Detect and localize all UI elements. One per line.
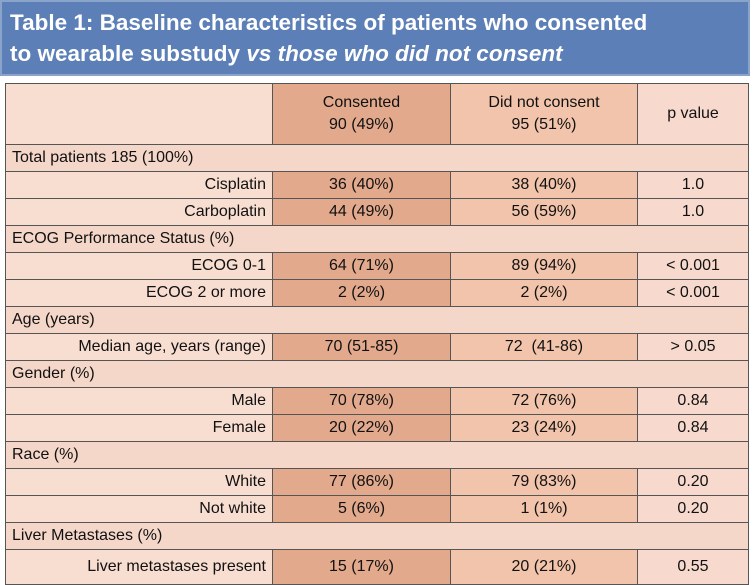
cell: < 0.001	[637, 279, 749, 307]
row-label: ECOG 2 or more	[5, 279, 273, 307]
data-row: ECOG 0-1 64 (71%) 89 (94%) < 0.001	[5, 252, 749, 280]
cell: 0.55	[637, 549, 749, 585]
header-count: 95 (51%)	[511, 116, 577, 133]
header-label: p value	[667, 105, 719, 122]
data-row: Cisplatin 36 (40%) 38 (40%) 1.0	[5, 171, 749, 199]
cell: 5 (6%)	[272, 495, 451, 523]
row-label: Median age, years (range)	[5, 333, 273, 361]
cell: 56 (59%)	[450, 198, 638, 226]
table: Consented 90 (49%) Did not consent 95 (51%)…	[5, 83, 749, 585]
header-cell: p value	[637, 83, 749, 145]
header-row: Consented 90 (49%) Did not consent 95 (51%)…	[5, 83, 749, 145]
cell: 36 (40%)	[272, 171, 451, 199]
header-count: 90 (49%)	[329, 116, 394, 133]
cell: 1 (1%)	[450, 495, 638, 523]
data-row: Female 20 (22%) 23 (24%) 0.84	[5, 414, 749, 442]
section-row: Liver Metastases (%)	[5, 522, 749, 550]
data-row: Median age, years (range) 70 (51-85) 72 (4…	[5, 333, 749, 361]
cell: 2 (2%)	[272, 279, 451, 307]
header-label: Did not consent	[488, 94, 600, 111]
row-label: Male	[5, 387, 273, 415]
header-cell: Consented 90 (49%)	[272, 83, 451, 145]
cell: 0.84	[637, 387, 749, 415]
cell: 23 (24%)	[450, 414, 638, 442]
data-row: Liver metastases present 15 (17%) 20 (21%)…	[5, 549, 749, 585]
cell: 72 (76%)	[450, 387, 638, 415]
title-line: to wearable substudy	[10, 41, 247, 66]
section-row: Total patients 185 (100%)	[5, 144, 749, 172]
cell: 89 (94%)	[450, 252, 638, 280]
row-label: Liver metastases present	[5, 549, 273, 585]
section-row: Race (%)	[5, 441, 749, 469]
title-bar: Table 1: Baseline characteristics of pat…	[0, 0, 750, 76]
data-row: ECOG 2 or more 2 (2%) 2 (2%) < 0.001	[5, 279, 749, 307]
cell: 44 (49%)	[272, 198, 451, 226]
cell: 79 (83%)	[450, 468, 638, 496]
section-title: Liver Metastases (%)	[5, 522, 749, 550]
section-title: Total patients 185 (100%)	[5, 144, 749, 172]
cell: 15 (17%)	[272, 549, 451, 585]
cell: 2 (2%)	[450, 279, 638, 307]
cell: > 0.05	[637, 333, 749, 361]
cell: 1.0	[637, 171, 749, 199]
data-row: Male 70 (78%) 72 (76%) 0.84	[5, 387, 749, 415]
row-label: Cisplatin	[5, 171, 273, 199]
row-label: Carboplatin	[5, 198, 273, 226]
row-label: ECOG 0-1	[5, 252, 273, 280]
cell: 20 (22%)	[272, 414, 451, 442]
cell: 20 (21%)	[450, 549, 638, 585]
row-label: Not white	[5, 495, 273, 523]
cell: 64 (71%)	[272, 252, 451, 280]
cell: 0.20	[637, 468, 749, 496]
cell: 0.20	[637, 495, 749, 523]
data-row: White 77 (86%) 79 (83%) 0.20	[5, 468, 749, 496]
title-line: Table 1: Baseline characteristics of pat…	[10, 10, 648, 35]
cell: 70 (51-85)	[272, 333, 451, 361]
row-label: White	[5, 468, 273, 496]
section-row: Gender (%)	[5, 360, 749, 388]
cell: 72 (41-86)	[450, 333, 638, 361]
section-title: Age (years)	[5, 306, 749, 334]
cell: < 0.001	[637, 252, 749, 280]
section-title: Race (%)	[5, 441, 749, 469]
section-row: Age (years)	[5, 306, 749, 334]
cell: 70 (78%)	[272, 387, 451, 415]
data-row: Carboplatin 44 (49%) 56 (59%) 1.0	[5, 198, 749, 226]
cell: 77 (86%)	[272, 468, 451, 496]
section-row: ECOG Performance Status (%)	[5, 225, 749, 253]
cell: 1.0	[637, 198, 749, 226]
row-label: Female	[5, 414, 273, 442]
header-cell	[5, 83, 273, 145]
section-title: Gender (%)	[5, 360, 749, 388]
header-cell: Did not consent 95 (51%)	[450, 83, 638, 145]
cell: 0.84	[637, 414, 749, 442]
section-title: ECOG Performance Status (%)	[5, 225, 749, 253]
title-italic: vs those who did not consent	[246, 41, 563, 66]
cell: 38 (40%)	[450, 171, 638, 199]
data-row: Not white 5 (6%) 1 (1%) 0.20	[5, 495, 749, 523]
header-label: Consented	[322, 94, 401, 111]
